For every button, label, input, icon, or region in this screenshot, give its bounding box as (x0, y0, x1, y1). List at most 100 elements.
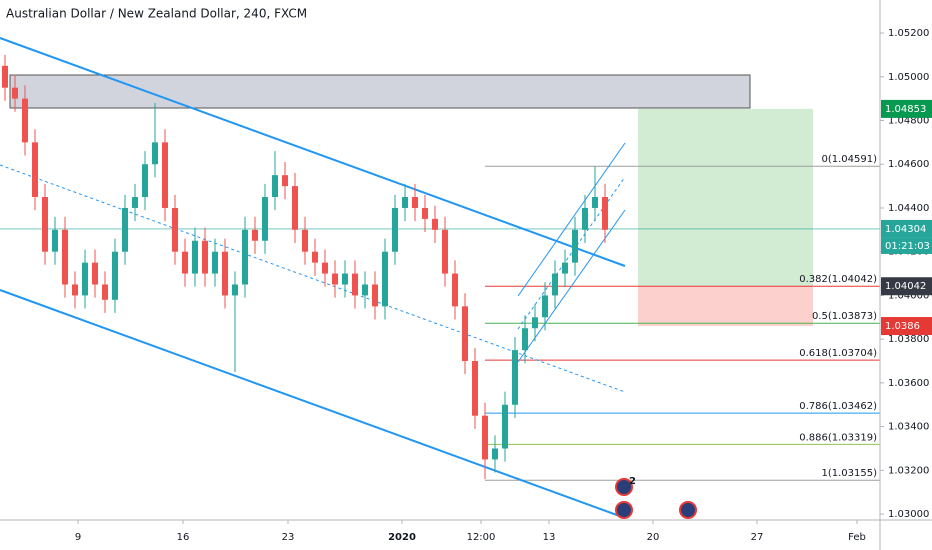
candle-body (442, 229, 448, 274)
candle-body (422, 207, 428, 219)
candle-body (2, 65, 8, 88)
x-tick-label: 2020 (388, 532, 416, 543)
x-tick-label: 20 (647, 532, 660, 543)
x-tick-label: 27 (751, 532, 764, 543)
y-tick-label: 1.05000 (888, 72, 929, 83)
candle-body (12, 87, 18, 99)
event-badge[interactable] (615, 478, 633, 496)
candle-body (352, 273, 358, 296)
y-tick-label: 1.03600 (888, 378, 929, 389)
candle-body (452, 273, 458, 307)
candle-body (582, 207, 588, 230)
small-channel-lower (517, 209, 626, 363)
candle-body (492, 448, 498, 460)
x-tick-label: 23 (282, 532, 295, 543)
candle-body (322, 262, 328, 274)
small-channel-mid (517, 176, 626, 330)
candle-body (592, 197, 598, 208)
fib-label: 0.5(1.03873) (812, 311, 877, 322)
candle-body (112, 251, 118, 300)
x-tick-label: 16 (177, 532, 190, 543)
candle-body (202, 240, 208, 274)
candle-body (172, 207, 178, 252)
candle-body (392, 207, 398, 252)
candle-body (132, 197, 138, 208)
candle-body (152, 142, 158, 165)
candle-body (72, 284, 78, 296)
fib-label: 0.886(1.03319) (799, 432, 877, 443)
resistance-zone (9, 74, 751, 109)
candle-body (382, 251, 388, 307)
candle-body (52, 229, 58, 252)
y-tick-label: 1.04800 (888, 115, 929, 126)
fib-label: 1(1.03155) (821, 468, 877, 479)
candle-body (242, 229, 248, 285)
candle-body (542, 295, 548, 318)
y-tick-label: 1.03200 (888, 465, 929, 476)
candle-body (252, 229, 258, 241)
channel-mid (0, 164, 626, 393)
candle-body (122, 207, 128, 252)
price-label: 1.04304 (885, 224, 926, 235)
y-tick-label: 1.03000 (888, 509, 929, 520)
candle-body (432, 218, 438, 230)
event-badge[interactable] (615, 501, 633, 519)
y-tick-label: 1.03800 (888, 334, 929, 345)
candle-body (142, 164, 148, 198)
price-label-box (881, 99, 932, 118)
candle-body (192, 240, 198, 274)
chart-title: Australian Dollar / New Zealand Dollar, … (6, 7, 307, 21)
y-tick-label: 1.04400 (888, 203, 929, 214)
price-label: 1.0386 (885, 321, 920, 332)
candle-body (462, 306, 468, 362)
x-tick-label: 12:00 (467, 532, 496, 543)
candle-body (32, 142, 38, 198)
candle-body (312, 251, 318, 263)
candle-body (562, 262, 568, 274)
y-tick-label: 1.04600 (888, 159, 929, 170)
candle-body (372, 284, 378, 307)
event-count: 2 (629, 476, 636, 487)
event-badge[interactable] (679, 501, 697, 519)
take-profit-zone (638, 108, 813, 287)
candle-body (482, 415, 488, 460)
price-label: 1.04042 (885, 281, 926, 292)
x-tick-label: 9 (75, 532, 81, 543)
event-badges: 2 (615, 476, 697, 519)
candle-body (212, 251, 218, 274)
candle-body (162, 142, 168, 208)
fib-layer: 0(1.04591) 0.382(1.04042) 0.5(1.03873) 0.61… (485, 154, 880, 481)
small-channel-upper (517, 142, 626, 297)
candle-body (262, 197, 268, 241)
candles (2, 54, 608, 480)
candle-body (402, 197, 408, 208)
candle-body (472, 361, 478, 416)
candle-body (22, 98, 28, 143)
price-label-box (881, 219, 932, 238)
candle-body (332, 273, 338, 285)
y-tick-label: 1.04000 (888, 290, 929, 301)
candle-body (82, 262, 88, 296)
channel-upper (0, 37, 626, 267)
candle-body (602, 197, 608, 230)
candle-body (292, 186, 298, 230)
candle-body (222, 251, 228, 296)
candle-body (62, 229, 68, 285)
price-label: 1.04853 (885, 104, 926, 115)
candle-body (42, 197, 48, 252)
candle-body (282, 175, 288, 187)
candle-body (232, 284, 238, 296)
channel-lower (0, 289, 626, 519)
candle-body (552, 273, 558, 296)
candle-body (362, 284, 368, 296)
x-tick-label: 13 (543, 532, 556, 543)
price-axis (880, 0, 932, 550)
candle-body (412, 197, 418, 208)
fib-label: 0.382(1.04042) (799, 274, 877, 285)
price-label-box (881, 277, 932, 296)
countdown: 01:21:03 (885, 241, 930, 252)
countdown-box (881, 237, 932, 254)
position-layer (0, 108, 880, 327)
y-tick-label: 1.05200 (888, 28, 929, 39)
